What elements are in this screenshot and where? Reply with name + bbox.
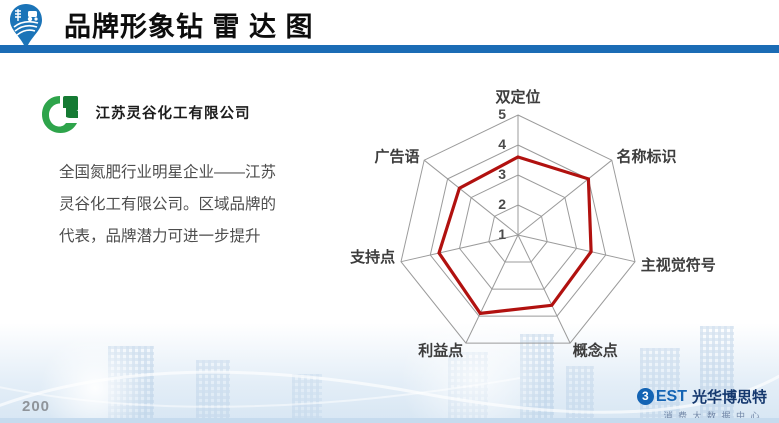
page-number: 200 xyxy=(22,398,51,415)
radar-axis-label: 利益点 xyxy=(418,342,463,360)
radar-tick-label: 5 xyxy=(498,106,506,122)
radar-tick-label: 2 xyxy=(498,196,506,212)
header: 品牌形象钻 雷 达 图 xyxy=(0,0,779,53)
brand-name-latin: EST xyxy=(655,387,687,405)
radar-grid-ring xyxy=(429,144,607,317)
radar-spoke xyxy=(517,234,636,263)
building-shape xyxy=(566,366,594,418)
building-shape xyxy=(292,374,322,418)
radar-axis-label: 主视觉符号 xyxy=(641,256,716,274)
radar-grid-ring xyxy=(458,174,578,290)
radar-axis-label: 名称标识 xyxy=(617,147,677,165)
balloon-farm-icon xyxy=(10,4,42,50)
radar-axis-label: 支持点 xyxy=(349,248,395,266)
brand-subtitle: 消费大数据中心 xyxy=(663,411,765,421)
bottom-edge-strip xyxy=(0,418,779,423)
radar-axis-label: 广告语 xyxy=(374,147,419,165)
light-flare xyxy=(40,333,150,423)
skyline-background xyxy=(0,303,779,423)
radar-spoke xyxy=(517,234,571,344)
radar-tick-label: 4 xyxy=(498,136,506,152)
brand-name-cn: 光华博思特 xyxy=(691,389,767,406)
radar-grid-ring xyxy=(488,204,548,263)
radar-spoke xyxy=(517,159,613,236)
radar-spoke xyxy=(423,159,519,236)
swoosh-decoration xyxy=(0,370,779,414)
radar-grid-ring xyxy=(400,114,636,344)
green-grain-valley-icon xyxy=(42,96,78,133)
brand-logo: 3 EST 光华博思特 消费大数据中心 xyxy=(636,386,767,422)
company-description: 全国氮肥行业明星企业——江苏灵谷化工有限公司。区域品牌的代表，品牌潜力可进一步提… xyxy=(59,164,277,245)
building-shape xyxy=(196,360,230,418)
radar-axis-label: 概念点 xyxy=(573,342,618,360)
building-shape xyxy=(640,348,680,418)
header-accent-bar xyxy=(0,45,779,53)
company-panel: 江苏灵谷化工有限公司 全国氮肥行业明星企业——江苏灵谷化工有限公司。区域品牌的代… xyxy=(40,94,306,252)
radar-axis-label: 双定位 xyxy=(495,88,540,106)
radar-series-品牌形象钻得分 xyxy=(437,155,593,316)
best-logo-icon: 3 xyxy=(636,388,654,405)
radar-spoke xyxy=(465,234,519,344)
company-name: 江苏灵谷化工有限公司 xyxy=(95,106,251,122)
radar-spoke xyxy=(400,234,519,263)
page-title: 品牌形象钻 雷 达 图 xyxy=(64,12,314,42)
radar-tick-label: 3 xyxy=(498,166,506,182)
radar-tick-label: 1 xyxy=(498,226,506,242)
